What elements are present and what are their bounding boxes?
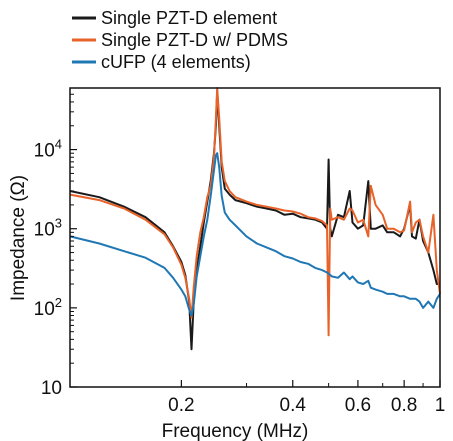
x-axis-label: Frequency (MHz) — [162, 421, 309, 441]
x-tick-label: 0.4 — [280, 395, 307, 416]
x-tick-label: 0.2 — [168, 395, 194, 416]
legend-label-single-pzt-d-element: Single PZT-D element — [101, 8, 277, 28]
y-tick-label: 10 — [41, 378, 62, 399]
legend-label-single-pzt-d-w-pdms: Single PZT-D w/ PDMS — [101, 30, 288, 50]
legend-label-cufp-4-elements: cUFP (4 elements) — [101, 52, 251, 72]
x-tick-label: 1 — [435, 395, 446, 416]
series-line-single-pzt-d-w-pdms — [69, 87, 441, 337]
y-axis-label: Impedance (Ω) — [8, 175, 29, 301]
plot-frame — [69, 87, 441, 388]
axis-ticks: 0.2 0.4 0.6 0.8 1 10 102 103 104 — [34, 87, 446, 416]
series-line-cufp-4-elements — [69, 152, 441, 317]
x-tick-label: 0.8 — [391, 395, 417, 416]
y-tick-label: 102 — [34, 295, 62, 320]
y-tick-label: 103 — [34, 216, 62, 241]
series-lines — [69, 87, 441, 351]
y-tick-label: 104 — [34, 137, 62, 162]
x-tick-label: 0.6 — [345, 395, 371, 416]
